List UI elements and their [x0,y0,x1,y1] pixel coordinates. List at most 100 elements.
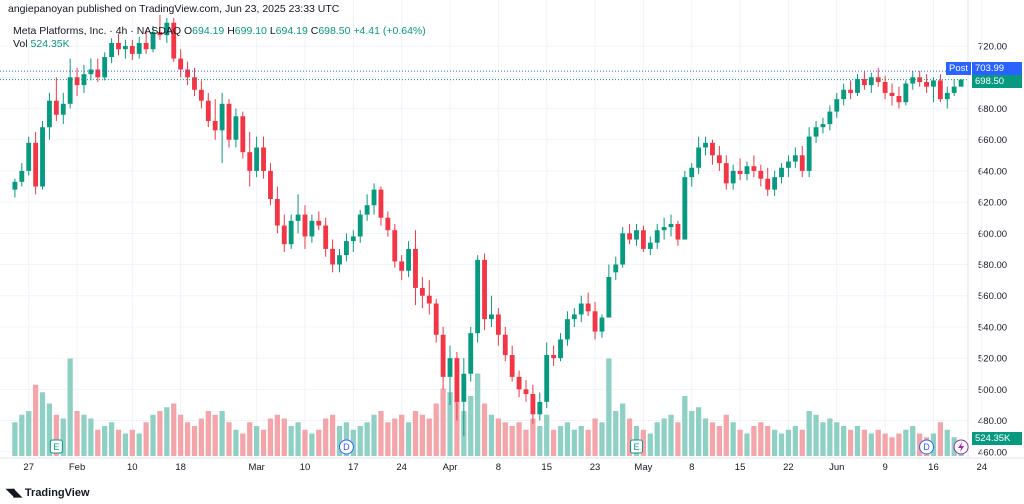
candle-body [53,100,59,115]
x-tick-label: Jun [829,462,844,473]
volume-bar [620,403,626,456]
candle-body [903,83,909,103]
candle-body [143,42,149,50]
candle-body [917,77,923,82]
candle-body [240,116,246,153]
candle-body [855,78,860,93]
candle-body [806,136,812,171]
candle-body [495,314,501,335]
candle-body [95,69,101,78]
candle-body [751,166,757,171]
candle-body [703,142,708,148]
x-tick-label: 27 [23,462,34,473]
candle-body [454,358,460,402]
candle-body [730,170,736,184]
volume-bar [751,426,757,456]
symbol-name: Meta Platforms, Inc. · 4h · NASDAQ [13,25,182,37]
volume-bar [433,403,439,456]
tradingview-brand[interactable]: ◥◣ TradingView [6,486,90,500]
candle-body [813,127,819,137]
volume-bar [716,426,722,456]
candle-body [571,314,577,320]
volume-bar [281,418,287,456]
candle-body [744,166,750,175]
volume-bar [399,414,405,456]
x-tick-label: 9 [882,462,887,473]
volume-bar [191,426,198,456]
candle-body [592,311,598,332]
volume-bar [60,418,66,456]
candle-body [102,57,108,78]
candle-body [205,100,211,121]
volume-bar [392,418,398,456]
candle-body [696,147,702,168]
volume-bar [46,403,53,456]
candle-body [848,89,854,93]
candle-body [288,220,294,245]
candle-body [461,373,467,402]
volume-bar [564,422,571,456]
candle-body [433,303,439,335]
candle-body [489,314,494,320]
candle-body [185,69,190,78]
candle-body [841,89,847,100]
candle-body [219,103,225,131]
volume-price-tag: 524.35K [972,432,1022,445]
candle-body [765,178,771,190]
volume-bar [364,422,370,456]
x-tick-label: 17 [348,462,359,473]
publisher-line: angiepanoyan published on TradingView.co… [8,3,340,15]
volume-bar [274,414,280,456]
candle-body [779,167,784,178]
candle-body [254,147,260,171]
candle-body [716,155,722,164]
volume-bar [640,429,647,456]
candle-body [682,177,688,240]
volume-bar [537,426,543,456]
volume-bar [164,407,170,456]
candle-body [723,163,729,184]
candle-body [426,295,432,304]
candle-body [958,79,964,87]
candle-body [620,233,626,265]
volume-bar [454,399,460,456]
volume-bar [523,429,529,456]
candle-body [792,155,798,162]
candle-body [385,217,391,231]
volume-bar [26,411,32,456]
volume-bar [488,414,495,456]
candle-body [516,376,522,390]
y-tick-label: 620.00 [978,198,1007,209]
volume-bar [758,422,764,456]
volume-bar [544,414,550,456]
candle-body [302,214,308,237]
volume-bar [889,437,895,456]
x-tick-label: 15 [735,462,746,473]
volume-bar [910,426,916,456]
candle-body [786,161,791,168]
y-tick-label: 560.00 [978,291,1007,302]
dividend-marker-label: D [923,442,930,452]
volume-bar [827,418,833,456]
x-tick-label: 23 [590,462,601,473]
y-tick-label: 460.00 [978,447,1007,458]
earnings-marker [629,439,643,454]
candle-body [827,111,833,125]
volume-bar [178,414,184,456]
candle-body [316,220,322,226]
volume-bar [799,429,805,456]
volume-bar [447,392,453,456]
candle-body [482,259,487,320]
candle-body [931,80,936,87]
candle-body [171,22,177,59]
candle-body [295,214,301,221]
volume-bar [509,426,515,456]
volume-bar [143,422,149,456]
volume-bar [371,414,377,456]
candle-body [523,389,529,395]
candle-body [40,127,45,187]
y-tick-label: 600.00 [978,229,1007,240]
candle-body [937,80,943,100]
volume-bar [689,411,695,456]
volume-bar [668,414,674,456]
